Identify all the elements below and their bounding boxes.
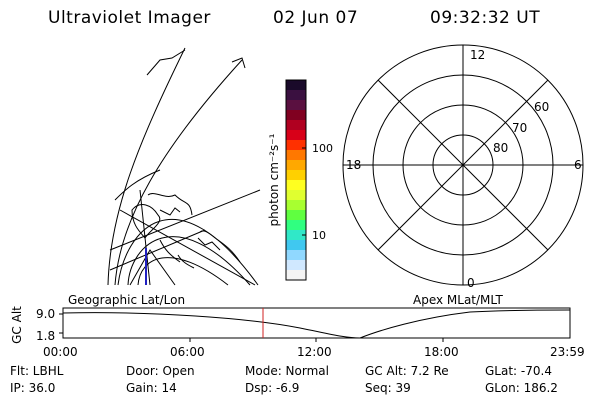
timeline-frame	[62, 307, 571, 339]
dsp-info: Dsp: -6.9	[245, 381, 300, 395]
colorbar-stripe	[286, 150, 306, 161]
polar-grid	[342, 44, 584, 286]
colorbar-stripe	[286, 260, 306, 271]
altitude-curve	[62, 309, 571, 339]
y-label-9: 9.0	[36, 307, 55, 321]
glon-info: GLon: 186.2	[485, 381, 558, 395]
mlt-label-18: 18	[346, 158, 361, 172]
x-label-2359: 23:59	[550, 345, 585, 359]
colorbar-stripe	[286, 190, 306, 201]
y-label-1-8: 1.8	[36, 329, 55, 343]
colorbar-stripe	[286, 140, 306, 151]
apex-panel-label: Apex MLat/MLT	[413, 293, 503, 307]
colorbar-stripe	[286, 230, 306, 241]
colorbar-stripe	[286, 220, 306, 231]
ip-info: IP: 36.0	[10, 381, 56, 395]
colorbar-stripe	[286, 170, 306, 181]
colorbar	[286, 80, 306, 281]
colorbar-stripe	[286, 80, 306, 91]
colorbar-stripe	[286, 270, 306, 281]
mlt-label-6: 6	[574, 158, 582, 172]
colorbar-stripe	[286, 250, 306, 261]
colorbar-stripe	[286, 120, 306, 131]
colorbar-stripe	[286, 130, 306, 141]
lat-label-80: 80	[493, 141, 508, 155]
lat-label-70: 70	[512, 121, 527, 135]
colorbar-tick-label-100: 100	[312, 142, 333, 155]
x-label-0600: 06:00	[170, 345, 205, 359]
seq-info: Seq: 39	[365, 381, 411, 395]
colorbar-stripe	[286, 100, 306, 111]
time-label: 09:32:32 UT	[430, 8, 541, 28]
colorbar-stripe	[286, 160, 306, 171]
lat-label-60: 60	[534, 100, 549, 114]
colorbar-stripe	[286, 180, 306, 191]
gc-alt-info: GC Alt: 7.2 Re	[365, 364, 449, 378]
colorbar-tick-label-10: 10	[312, 229, 326, 242]
colorbar-stripe	[286, 90, 306, 101]
door-info: Door: Open	[126, 364, 195, 378]
x-label-1800: 18:00	[424, 345, 459, 359]
mlt-label-12: 12	[470, 48, 485, 62]
filter-info: Flt: LBHL	[10, 364, 64, 378]
colorbar-stripe	[286, 240, 306, 251]
colorbar-stripe	[286, 210, 306, 221]
colorbar-frame	[285, 79, 307, 281]
date-label: 02 Jun 07	[273, 8, 359, 28]
altitude-timeline	[59, 307, 571, 342]
geographic-panel-label: Geographic Lat/Lon	[68, 293, 185, 307]
mode-info: Mode: Normal	[245, 364, 329, 378]
timeline-axis-label: GC Alt	[10, 306, 24, 344]
colorbar-stripe	[286, 200, 306, 211]
gain-info: Gain: 14	[126, 381, 177, 395]
geographic-map	[107, 47, 261, 286]
instrument-title: Ultraviolet Imager	[48, 8, 211, 28]
glat-info: GLat: -70.4	[485, 364, 552, 378]
x-label-0000: 00:00	[43, 345, 78, 359]
x-label-1200: 12:00	[297, 345, 332, 359]
colorbar-units-label: photon cm⁻²s⁻¹	[267, 133, 281, 226]
colorbar-stripe	[286, 110, 306, 121]
mlt-label-0: 0	[467, 276, 475, 290]
